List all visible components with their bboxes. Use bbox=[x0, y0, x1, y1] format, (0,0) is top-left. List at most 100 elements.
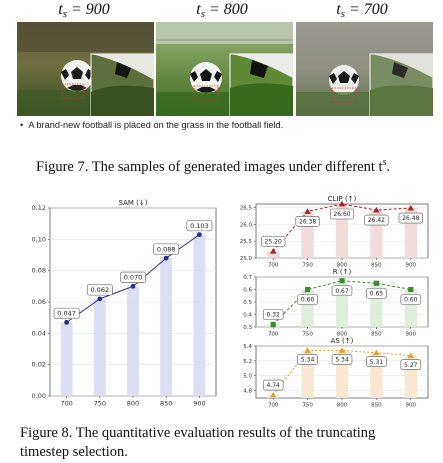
x-tick-label: 750 bbox=[302, 403, 313, 409]
data-label-box bbox=[186, 220, 213, 232]
y-tick-label: 26.5 bbox=[240, 205, 253, 211]
x-tick-label: 750 bbox=[302, 263, 313, 269]
data-label-box bbox=[153, 243, 180, 255]
data-label-box bbox=[297, 294, 318, 305]
x-tick-label: 700 bbox=[268, 263, 279, 269]
data-point bbox=[163, 255, 169, 261]
x-tick-label: 900 bbox=[406, 332, 417, 338]
x-tick-label: 850 bbox=[371, 263, 382, 269]
x-tick-label: 900 bbox=[193, 400, 205, 408]
data-point bbox=[270, 391, 277, 398]
data-label-box bbox=[400, 359, 422, 370]
data-label: 0.088 bbox=[157, 245, 176, 253]
x-tick-label: 750 bbox=[94, 400, 106, 408]
data-label-box bbox=[398, 212, 423, 224]
bar bbox=[93, 298, 106, 396]
data-label: 0.65 bbox=[370, 290, 384, 297]
x-tick-label: 900 bbox=[406, 403, 417, 409]
x-tick-label: 850 bbox=[371, 332, 382, 338]
as-chart: AS (↑) 4.8 5.0 5.2 5.4 700 750 800 850 900 4.74 5.3… bbox=[226, 334, 432, 419]
data-point bbox=[97, 296, 103, 302]
data-label: 26.60 bbox=[333, 211, 350, 218]
x-tick-label: 800 bbox=[127, 400, 139, 408]
ts-symbol: t bbox=[336, 1, 341, 18]
chart-title: R (↑) bbox=[333, 268, 352, 276]
data-label-box bbox=[297, 354, 318, 365]
data-label: 5.31 bbox=[370, 359, 384, 366]
bar bbox=[127, 286, 139, 396]
data-point bbox=[373, 280, 379, 286]
data-label: 0.062 bbox=[90, 286, 109, 294]
bar bbox=[267, 251, 280, 258]
data-point bbox=[197, 232, 202, 238]
sam-chart: SAM (↓) 0.00 0.02 0.04 0.06 0.08 0.10 0.12 700 75… bbox=[14, 192, 220, 419]
prompt-text: • A brand-new football is placed on the … bbox=[20, 120, 284, 130]
series-line bbox=[272, 280, 411, 325]
data-point bbox=[270, 321, 276, 328]
data-label: 0.67 bbox=[335, 288, 349, 295]
data-point bbox=[338, 200, 346, 207]
x-tick-label: 800 bbox=[337, 332, 348, 338]
ts-symbol: t bbox=[58, 1, 63, 18]
y-tick-label: 0.4 bbox=[243, 313, 252, 319]
data-label-box bbox=[366, 356, 387, 367]
data-label-box bbox=[364, 214, 389, 226]
data-label-box bbox=[295, 216, 320, 227]
y-tick-label: 0.10 bbox=[32, 235, 46, 243]
y-tick-label: 0.12 bbox=[32, 204, 46, 212]
y-tick-label: 4.8 bbox=[243, 389, 252, 395]
y-tick-label: 0.08 bbox=[32, 267, 46, 275]
data-point bbox=[305, 286, 311, 293]
y-tick-label: 26.0 bbox=[240, 222, 253, 228]
data-point bbox=[130, 283, 136, 289]
x-tick-label: 800 bbox=[337, 403, 348, 409]
data-point bbox=[270, 248, 277, 254]
x-tick-label: 700 bbox=[60, 400, 72, 408]
y-tick-label: 0.06 bbox=[32, 298, 46, 306]
data-label: 26.42 bbox=[368, 217, 385, 224]
sample-image-800 bbox=[156, 22, 293, 116]
data-label: 5.34 bbox=[301, 357, 315, 364]
y-tick-label: 0.3 bbox=[243, 325, 252, 331]
y-tick-label: 5.0 bbox=[243, 374, 252, 380]
data-point bbox=[373, 349, 380, 356]
y-tick-label: 0.5 bbox=[243, 300, 252, 306]
y-tick-label: 0.00 bbox=[32, 392, 46, 400]
ts-sub: s bbox=[200, 8, 205, 20]
y-tick-label: 0.7 bbox=[243, 275, 252, 281]
data-label-box bbox=[120, 271, 146, 283]
chart-title: SAM (↓) bbox=[119, 199, 148, 207]
data-label: 0.60 bbox=[404, 297, 418, 304]
y-tick-label: 25.0 bbox=[240, 256, 253, 262]
x-tick-label: 700 bbox=[268, 403, 279, 409]
data-point bbox=[407, 204, 414, 211]
ts-sub: s bbox=[62, 8, 67, 20]
x-tick-label: 850 bbox=[160, 400, 172, 408]
sample-image-700 bbox=[296, 22, 433, 116]
bar bbox=[60, 322, 73, 396]
data-point bbox=[304, 208, 311, 214]
data-label-box bbox=[329, 208, 355, 220]
ts-value: 800 bbox=[223, 1, 248, 18]
y-tick-label: 0.02 bbox=[32, 361, 46, 369]
data-label: 4.74 bbox=[267, 382, 281, 389]
data-label-box bbox=[400, 294, 422, 305]
bar bbox=[160, 258, 173, 396]
figure7-caption: Figure 7. The samples of generated image… bbox=[36, 157, 391, 175]
y-tick-label: 5.2 bbox=[243, 359, 252, 365]
data-label-box bbox=[331, 354, 353, 365]
x-tick-label: 800 bbox=[337, 263, 348, 269]
data-label: 0.103 bbox=[190, 222, 209, 230]
x-tick-label: 900 bbox=[406, 263, 417, 269]
data-label: 26.48 bbox=[402, 215, 419, 222]
data-point bbox=[64, 319, 69, 325]
data-label: 26.38 bbox=[299, 219, 316, 226]
ts-label-700: ts = 700 bbox=[336, 1, 388, 20]
figure8-caption: Figure 8. The quantitative evaluation re… bbox=[20, 425, 376, 460]
x-tick-label: 700 bbox=[268, 332, 279, 338]
data-label: 5.34 bbox=[335, 357, 349, 364]
r-chart: R (↑) 0.3 0.4 0.5 0.6 0.7 700 750 800 850 900 0.32 0… bbox=[226, 265, 432, 342]
data-label: 0.32 bbox=[267, 312, 281, 319]
data-label-box bbox=[331, 285, 353, 297]
chart-title: CLIP (↑) bbox=[328, 195, 357, 203]
